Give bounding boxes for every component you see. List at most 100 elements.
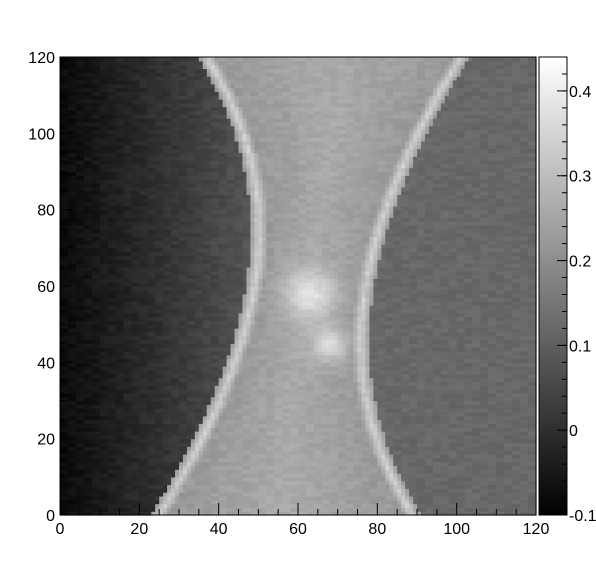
- heatmap-cell: [321, 457, 327, 463]
- heatmap-cell: [444, 473, 450, 478]
- heatmap-cell: [329, 419, 335, 424]
- heatmap-cell: [476, 415, 482, 421]
- heatmap-cell: [381, 381, 386, 386]
- heatmap-cell: [230, 366, 236, 371]
- heatmap-cell: [171, 411, 176, 417]
- heatmap-cell: [452, 450, 458, 455]
- heatmap-cell: [270, 495, 275, 501]
- heatmap-cell: [448, 438, 454, 444]
- heatmap-cell: [452, 453, 458, 459]
- heatmap-cell: [131, 400, 136, 405]
- heatmap-cell: [512, 438, 517, 444]
- heatmap-cell: [405, 400, 410, 405]
- heatmap-cell: [305, 480, 311, 486]
- heatmap-cell: [250, 457, 255, 463]
- heatmap-cell: [341, 480, 347, 486]
- heatmap-cell: [452, 469, 458, 474]
- heatmap-cell: [460, 511, 466, 516]
- heatmap-cell: [278, 415, 283, 421]
- heatmap-cell: [143, 385, 148, 390]
- heatmap-cell: [226, 484, 232, 489]
- heatmap-cell: [87, 511, 93, 516]
- heatmap-cell: [198, 354, 204, 360]
- heatmap-cell: [524, 511, 529, 516]
- heatmap-cell: [119, 450, 125, 455]
- heatmap-cell: [512, 465, 517, 470]
- heatmap-cell: [353, 446, 359, 451]
- heatmap-cell: [238, 434, 244, 440]
- heatmap-cell: [175, 507, 180, 512]
- heatmap-cell: [60, 400, 65, 405]
- heatmap-cell: [401, 476, 406, 482]
- heatmap-cell: [325, 373, 331, 379]
- heatmap-cell: [230, 469, 236, 474]
- heatmap-cell: [298, 457, 303, 463]
- heatmap-cell: [63, 369, 69, 375]
- heatmap-cell: [238, 431, 244, 436]
- heatmap-cell: [329, 450, 335, 455]
- heatmap-cell: [179, 495, 184, 501]
- heatmap-cell: [436, 442, 442, 447]
- heatmap-cell: [524, 373, 529, 379]
- heatmap-cell: [452, 404, 458, 409]
- heatmap-cell: [333, 404, 339, 409]
- heatmap-cell: [496, 442, 501, 447]
- heatmap-cell: [385, 484, 390, 489]
- heatmap-cell: [246, 354, 251, 360]
- heatmap-cell: [254, 465, 259, 470]
- heatmap-cell: [214, 484, 220, 489]
- heatmap-cell: [488, 396, 493, 402]
- heatmap-cell: [214, 377, 220, 383]
- heatmap-cell: [186, 389, 192, 394]
- heatmap-cell: [171, 358, 176, 363]
- heatmap-cell: [301, 446, 307, 451]
- heatmap-cell: [468, 465, 474, 470]
- heatmap-cell: [79, 484, 85, 489]
- heatmap-cell: [238, 499, 244, 505]
- heatmap-cell: [123, 385, 129, 390]
- heatmap-cell: [131, 469, 136, 474]
- heatmap-cell: [428, 511, 434, 516]
- heatmap-cell: [111, 377, 117, 383]
- heatmap-cell: [115, 419, 121, 424]
- heatmap-cell: [333, 396, 339, 402]
- heatmap-cell: [472, 438, 478, 444]
- heatmap-cell: [143, 434, 148, 440]
- heatmap-cell: [163, 450, 168, 455]
- heatmap-cell: [405, 389, 410, 394]
- heatmap-cell: [432, 511, 438, 516]
- heatmap-cell: [167, 408, 172, 413]
- heatmap-cell: [464, 457, 470, 463]
- heatmap-cell: [488, 427, 493, 432]
- heatmap-cell: [401, 408, 406, 413]
- heatmap-cell: [381, 358, 386, 363]
- heatmap-cell: [377, 377, 382, 383]
- heatmap-cell: [492, 507, 497, 512]
- heatmap-cell: [420, 415, 426, 421]
- heatmap-cell: [333, 358, 339, 363]
- heatmap-cell: [83, 385, 89, 390]
- heatmap-cell: [139, 392, 144, 398]
- heatmap-cell: [353, 453, 359, 459]
- heatmap-cell: [524, 465, 529, 470]
- heatmap-cell: [361, 369, 367, 375]
- heatmap-cell: [290, 411, 295, 417]
- heatmap-cell: [155, 511, 160, 516]
- heatmap-cell: [309, 369, 315, 375]
- heatmap-cell: [420, 469, 426, 474]
- heatmap-cell: [452, 385, 458, 390]
- heatmap-cell: [179, 446, 184, 451]
- heatmap-cell: [159, 434, 164, 440]
- heatmap-cell: [432, 427, 438, 432]
- heatmap-cell: [512, 366, 517, 371]
- heatmap-cell: [115, 453, 121, 459]
- heatmap-cell: [476, 453, 482, 459]
- heatmap-cell: [520, 511, 525, 516]
- heatmap-cell: [333, 400, 339, 405]
- heatmap-cell: [294, 369, 299, 375]
- heatmap-cell: [111, 427, 117, 432]
- heatmap-cell: [111, 369, 117, 375]
- heatmap-cell: [278, 434, 283, 440]
- heatmap-cell: [226, 415, 232, 421]
- heatmap-cell: [333, 446, 339, 451]
